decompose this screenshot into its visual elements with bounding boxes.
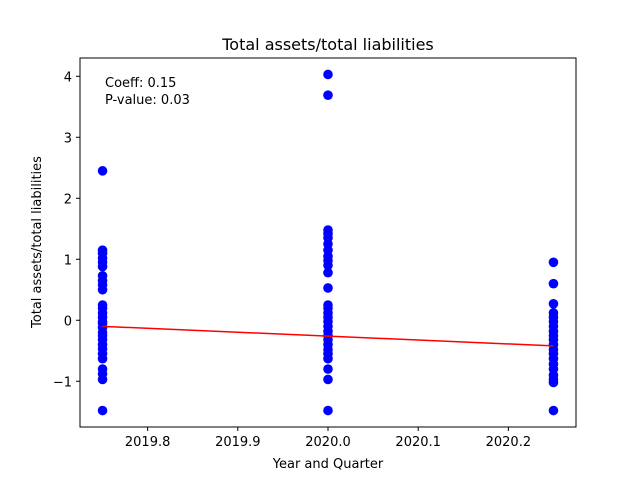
x-tick-label: 2020.0	[305, 435, 351, 450]
data-point	[323, 374, 333, 385]
data-point	[97, 353, 108, 364]
data-point	[323, 260, 333, 271]
data-point	[548, 298, 559, 309]
x-axis-label: Year and Quarter	[272, 457, 384, 472]
data-point	[323, 353, 333, 364]
x-tick-label: 2019.8	[125, 435, 171, 450]
y-axis-label: Total assets/total liabilities	[30, 156, 45, 329]
data-point	[548, 278, 559, 289]
data-point	[323, 283, 333, 293]
data-point	[323, 405, 333, 416]
data-point	[323, 69, 333, 80]
plot-frame	[79, 57, 577, 428]
coeff-annotation: Coeff: 0.15	[105, 76, 176, 91]
data-point	[548, 377, 559, 388]
data-point	[97, 405, 108, 416]
data-point	[323, 90, 333, 101]
y-tick-label: 2	[64, 192, 72, 207]
pvalue-annotation: P-value: 0.03	[105, 93, 190, 108]
data-point	[323, 364, 333, 374]
data-point	[97, 374, 108, 385]
data-point	[97, 261, 108, 272]
x-tick-label: 2019.9	[215, 435, 261, 450]
y-tick-label: 4	[64, 70, 72, 85]
data-point	[97, 166, 108, 176]
x-tick-label: 2020.2	[486, 435, 532, 450]
y-tick-label: 0	[64, 314, 72, 329]
data-point	[97, 284, 108, 295]
data-point	[548, 257, 559, 268]
y-tick-label: −1	[53, 375, 72, 390]
data-point	[548, 405, 559, 416]
regression-line	[102, 325, 554, 347]
chart-title: Total assets/total liabilities	[221, 35, 434, 54]
data-point	[323, 267, 333, 278]
y-tick-label: 3	[64, 131, 72, 146]
x-tick-label: 2020.1	[395, 435, 441, 450]
y-tick-label: 1	[64, 253, 72, 268]
